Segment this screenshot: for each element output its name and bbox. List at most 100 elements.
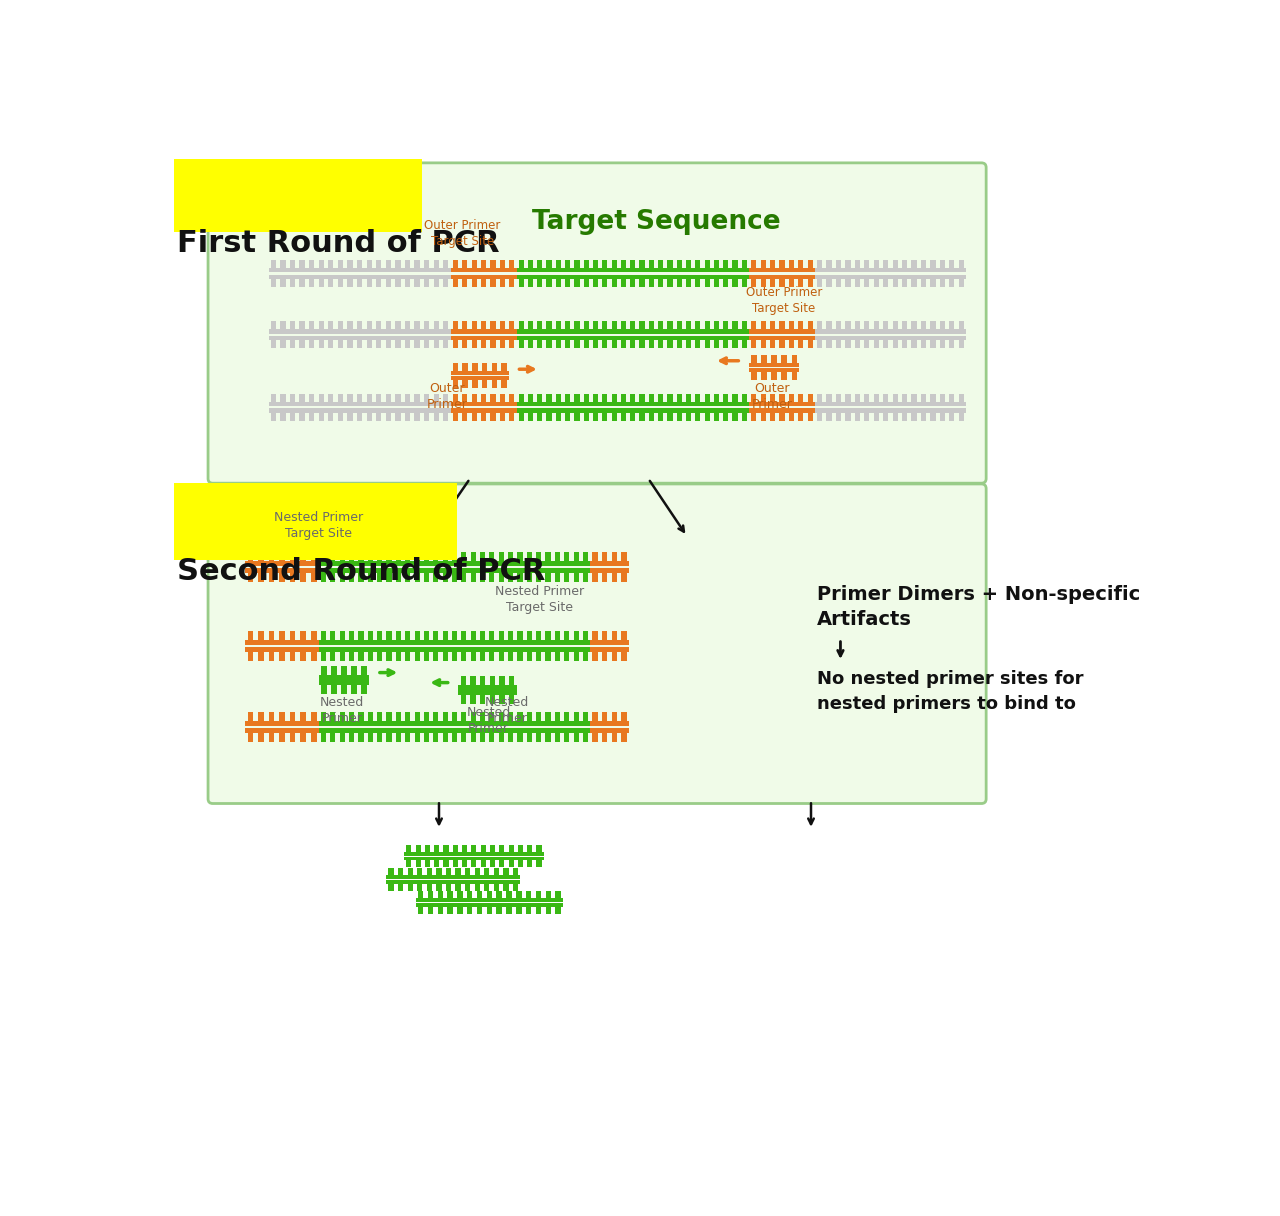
Bar [621, 573, 627, 581]
Bar [547, 412, 552, 421]
Bar [612, 260, 617, 268]
Bar [279, 733, 285, 742]
Bar [451, 376, 508, 381]
Bar [509, 696, 515, 704]
Bar [573, 652, 579, 662]
Bar [556, 412, 561, 421]
Bar [443, 394, 448, 401]
Bar [279, 552, 285, 561]
Bar [425, 861, 430, 867]
Bar [780, 394, 785, 401]
Bar [723, 278, 728, 287]
Bar [332, 685, 337, 694]
Bar [892, 340, 897, 349]
Bar [388, 868, 394, 876]
Bar [564, 711, 570, 721]
Bar [471, 260, 476, 268]
Bar [780, 260, 785, 268]
Bar [376, 340, 381, 349]
Bar [270, 321, 276, 330]
Text: Outer Primer
Target Site: Outer Primer Target Site [424, 219, 500, 248]
Bar [621, 733, 627, 742]
Bar [433, 552, 438, 561]
Bar [366, 278, 371, 287]
Bar [328, 321, 334, 330]
Bar [308, 340, 315, 349]
Bar [864, 278, 869, 287]
Bar [330, 552, 335, 561]
Bar [582, 552, 588, 561]
Text: No nested primer sites for
nested primers to bind to: No nested primer sites for nested primer… [817, 670, 1084, 713]
Bar [457, 891, 462, 899]
Bar [658, 412, 663, 421]
Bar [311, 631, 316, 640]
Bar [433, 733, 438, 742]
Bar [311, 652, 316, 662]
Bar [590, 561, 628, 565]
Bar [367, 573, 372, 581]
Bar [434, 260, 439, 268]
Bar [385, 394, 390, 401]
Bar [300, 412, 305, 421]
Bar [319, 278, 324, 287]
Bar [289, 278, 296, 287]
Bar [723, 412, 728, 421]
Bar [704, 340, 709, 349]
Bar [481, 321, 486, 330]
Bar [874, 394, 879, 401]
Bar [443, 573, 448, 581]
Bar [749, 275, 815, 278]
Bar [603, 340, 608, 349]
Bar [443, 278, 448, 287]
Bar [280, 394, 285, 401]
Bar [564, 631, 570, 640]
Bar [621, 340, 626, 349]
Bar [855, 278, 860, 287]
Bar [471, 552, 476, 561]
Bar [940, 278, 945, 287]
Bar [415, 412, 420, 421]
Bar [490, 412, 495, 421]
Bar [892, 321, 897, 330]
Bar [461, 676, 466, 685]
Bar [443, 861, 448, 867]
Bar [338, 412, 343, 421]
Bar [902, 340, 908, 349]
Bar [289, 733, 296, 742]
Bar [358, 652, 364, 662]
Bar [339, 552, 344, 561]
Bar [517, 336, 749, 340]
Bar [456, 884, 461, 890]
Bar [845, 278, 850, 287]
Bar [259, 573, 264, 581]
Bar [874, 321, 879, 330]
Bar [509, 321, 515, 330]
Bar [714, 394, 719, 401]
Bar [319, 675, 369, 680]
Bar [259, 711, 264, 721]
Bar [732, 412, 737, 421]
Bar [404, 278, 410, 287]
Bar [584, 412, 589, 421]
Bar [470, 676, 476, 685]
Bar [742, 340, 748, 349]
Bar [538, 394, 543, 401]
Bar [443, 321, 448, 330]
Bar [396, 631, 401, 640]
Bar [424, 631, 429, 640]
Bar [517, 552, 522, 561]
Bar [545, 652, 550, 662]
Bar [771, 321, 776, 330]
Bar [396, 321, 401, 330]
Bar [950, 260, 955, 268]
Bar [883, 278, 888, 287]
Bar [911, 260, 916, 268]
Bar [499, 278, 506, 287]
Bar [300, 321, 305, 330]
Bar [545, 733, 550, 742]
Bar [415, 321, 420, 330]
Bar [471, 340, 476, 349]
Bar [174, 483, 457, 561]
Bar [612, 412, 617, 421]
Text: Nested Primer
Target Site: Nested Primer Target Site [274, 511, 364, 540]
